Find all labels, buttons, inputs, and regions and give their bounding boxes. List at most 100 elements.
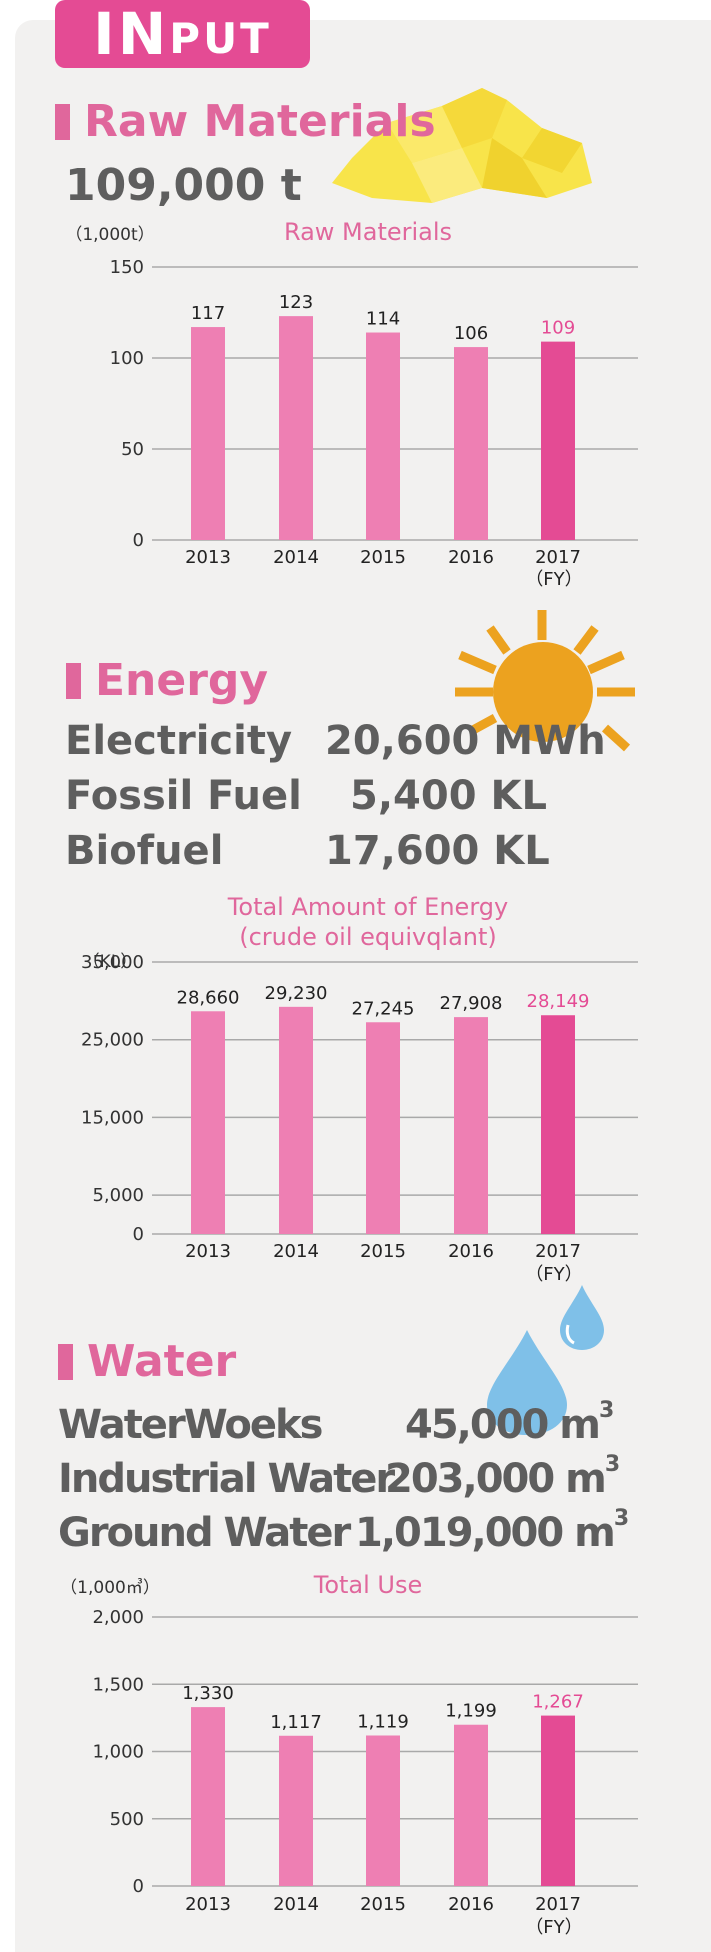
data-label-2014: 1,117 xyxy=(270,1712,322,1733)
water-title: Water xyxy=(58,1336,236,1387)
ground-unit: m xyxy=(574,1510,616,1556)
y-tick-label: 15,000 xyxy=(81,1107,144,1128)
fy-label: （FY） xyxy=(525,569,582,590)
y-tick-label: 0 xyxy=(133,1876,144,1897)
x-tick-label-2017: 2017 xyxy=(535,547,581,568)
chart-title: Total Amount of Energy xyxy=(227,893,508,921)
data-label-2017: 1,267 xyxy=(532,1692,584,1713)
water-row-industrial-value: 203,000 m3 xyxy=(385,1452,620,1502)
bar-2014 xyxy=(279,1006,313,1234)
bar-2013 xyxy=(191,327,225,540)
waterworks-unit-sup: 3 xyxy=(598,1398,614,1423)
background-panel xyxy=(15,20,711,1952)
energy-row-fossil-value: 5,400 KL xyxy=(350,773,547,819)
badge-big-text: IN xyxy=(93,0,170,68)
y-unit-label: （1,000t） xyxy=(65,225,154,245)
water-row-industrial-label: Industrial Water xyxy=(58,1456,395,1502)
bar-2017 xyxy=(541,1715,575,1886)
bar-2013 xyxy=(191,1707,225,1886)
waterworks-unit: m xyxy=(559,1402,601,1448)
raw-materials-title: Raw Materials xyxy=(55,96,436,147)
x-tick-label-2016: 2016 xyxy=(448,547,494,568)
waterworks-value: 45,000 xyxy=(405,1402,549,1448)
energy-title-marker xyxy=(66,662,81,699)
raw-title-text: Raw Materials xyxy=(84,96,436,147)
x-tick-label-2015: 2015 xyxy=(360,1241,406,1262)
data-label-2014: 29,230 xyxy=(265,983,328,1004)
y-tick-label: 1,000 xyxy=(92,1742,144,1763)
bar-2017 xyxy=(541,341,575,540)
y-tick-label: 2,000 xyxy=(92,1607,144,1628)
data-label-2013: 117 xyxy=(191,303,225,324)
bar-2015 xyxy=(366,332,400,540)
data-label-2015: 1,119 xyxy=(357,1711,409,1732)
y-unit-label: （1,000㎥） xyxy=(60,1578,160,1598)
energy-row-electricity-label: Electricity xyxy=(65,718,293,764)
industrial-unit-sup: 3 xyxy=(604,1452,620,1477)
badge-small-text: PUT xyxy=(169,14,272,63)
water-title-text: Water xyxy=(87,1336,237,1387)
x-tick-label-2017: 2017 xyxy=(535,1241,581,1262)
x-tick-label-2013: 2013 xyxy=(185,1241,231,1262)
data-label-2013: 28,660 xyxy=(177,987,240,1008)
industrial-unit: m xyxy=(565,1456,607,1502)
biofuel-value: 17,600 xyxy=(325,828,480,874)
raw-materials-chart: Raw Materials （1,000t） 0 50 100 150 117 2013 123… xyxy=(65,218,638,590)
data-label-2016: 1,199 xyxy=(445,1701,497,1722)
energy-row-biofuel-label: Biofuel xyxy=(65,828,224,874)
y-tick-label: 5,000 xyxy=(92,1185,144,1206)
bar-2016 xyxy=(454,347,488,540)
energy-row-fossil-label: Fossil Fuel xyxy=(65,773,302,819)
industrial-value: 203,000 xyxy=(385,1456,555,1502)
y-tick-label: 35,000 xyxy=(81,952,144,973)
y-tick-label: 0 xyxy=(133,530,144,551)
data-label-2017: 109 xyxy=(541,318,575,339)
water-drop-icon xyxy=(487,1285,604,1435)
input-badge: IN PUT xyxy=(55,0,310,68)
x-tick-label-2016: 2016 xyxy=(448,1894,494,1915)
energy-title-text: Energy xyxy=(95,655,269,706)
y-tick-label: 100 xyxy=(110,348,144,369)
x-tick-label-2013: 2013 xyxy=(185,1894,231,1915)
chart-title: Raw Materials xyxy=(284,218,452,246)
x-tick-label-2014: 2014 xyxy=(273,547,319,568)
energy-chart: Total Amount of Energy(crude oil equivql… xyxy=(81,893,638,1285)
electricity-value: 20,600 xyxy=(325,718,480,764)
data-label-2015: 114 xyxy=(366,309,400,330)
chart-title: Total Use xyxy=(313,1571,423,1599)
x-tick-label-2015: 2015 xyxy=(360,1894,406,1915)
water-chart: Total Use （1,000㎥） 0 500 1,000 1,500 2,000 1,33… xyxy=(60,1571,638,1938)
y-tick-label: 150 xyxy=(110,257,144,278)
fy-label: （FY） xyxy=(525,1264,582,1285)
fossil-value: 5,400 xyxy=(350,773,477,819)
y-tick-label: 25,000 xyxy=(81,1030,144,1051)
x-tick-label-2017: 2017 xyxy=(535,1894,581,1915)
energy-row-biofuel-value: 17,600 KL xyxy=(325,828,550,874)
x-tick-label-2014: 2014 xyxy=(273,1241,319,1262)
water-row-waterworks-value: 45,000 m3 xyxy=(405,1398,614,1448)
gem-icon xyxy=(332,88,592,203)
data-label-2017: 28,149 xyxy=(527,991,590,1012)
ground-unit-sup: 3 xyxy=(613,1506,629,1531)
ground-value: 1,019,000 xyxy=(355,1510,564,1556)
x-tick-label-2016: 2016 xyxy=(448,1241,494,1262)
raw-total-value: 109,000 t xyxy=(65,160,302,211)
sun-icon xyxy=(455,610,635,752)
electricity-unit: MWh xyxy=(493,718,606,764)
water-title-marker xyxy=(58,1343,73,1380)
water-row-waterworks-label: WaterWoeks xyxy=(58,1402,323,1448)
bar-2014 xyxy=(279,1735,313,1886)
y-tick-label: 50 xyxy=(121,439,144,460)
y-unit-label: （KL） xyxy=(83,952,138,972)
bar-2014 xyxy=(279,316,313,540)
x-tick-label-2014: 2014 xyxy=(273,1894,319,1915)
x-tick-label-2015: 2015 xyxy=(360,547,406,568)
water-row-ground-label: Ground Water xyxy=(58,1510,351,1556)
energy-row-electricity-value: 20,600 MWh xyxy=(325,718,606,764)
y-tick-label: 500 xyxy=(110,1809,144,1830)
bar-2015 xyxy=(366,1735,400,1886)
chart-subtitle: (crude oil equivqlant) xyxy=(239,923,497,951)
data-label-2014: 123 xyxy=(279,292,313,313)
bar-2016 xyxy=(454,1017,488,1234)
y-tick-label: 1,500 xyxy=(92,1674,144,1695)
